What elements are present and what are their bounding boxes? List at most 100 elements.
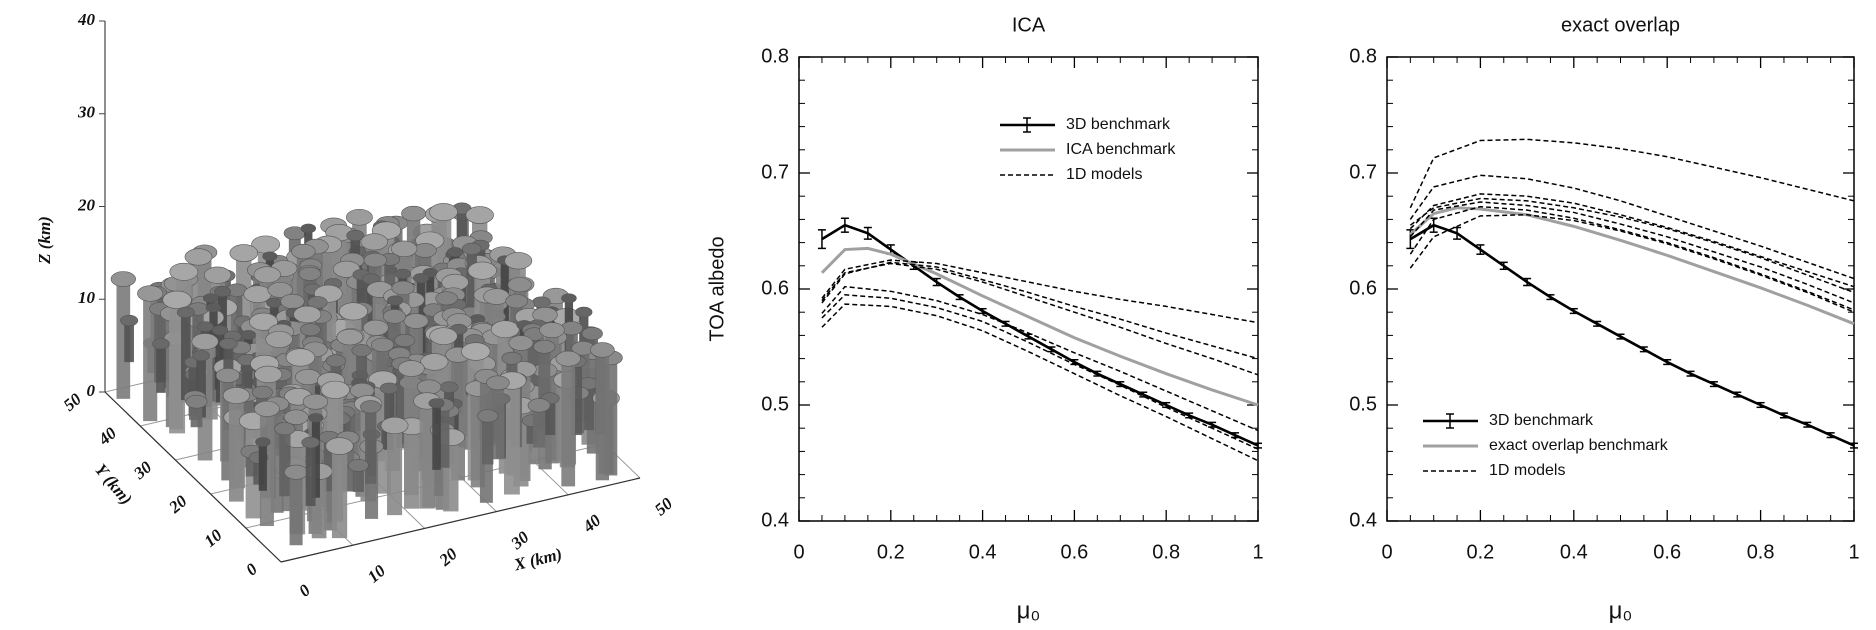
x-tick-label: 0.8 [1152, 541, 1180, 563]
cloud-top [508, 335, 534, 351]
cloud-top [254, 365, 283, 384]
cloud-column [365, 406, 377, 484]
cloud-top [447, 247, 464, 258]
cloud-top [555, 350, 581, 367]
benchmark-line [1409, 206, 1855, 326]
cloud-top [214, 286, 231, 297]
cloud-top [346, 208, 373, 226]
cloud-top [360, 400, 382, 414]
x-tick-label: 0.8 [1747, 541, 1775, 563]
cloud-top [360, 233, 388, 251]
cloud-top [249, 312, 278, 331]
model-line [1409, 193, 1855, 288]
cloud-top [203, 266, 232, 284]
cloud-column [432, 403, 441, 470]
error-bar [1826, 432, 1835, 439]
error-bar [1499, 261, 1508, 271]
cloud-column [366, 278, 376, 361]
y-tick-label: 0.4 [1349, 509, 1377, 531]
y-tick-label: 0.6 [1349, 277, 1377, 299]
cloud-top [467, 261, 497, 280]
cloud-top [379, 382, 399, 395]
cloud-top [590, 342, 615, 358]
cloud-top [439, 381, 459, 393]
cloud-top [486, 375, 510, 391]
legend-label: 3D benchmark [1066, 116, 1171, 133]
legend-label: 3D benchmark [1489, 412, 1594, 429]
cloud-column [188, 362, 199, 417]
cloud-top [192, 350, 210, 362]
cloud-top [291, 243, 316, 260]
cloud-top [351, 344, 372, 357]
model-line [1409, 138, 1855, 209]
z-tick-label: 30 [77, 103, 96, 122]
error-bar [863, 226, 872, 240]
cloud-column [352, 465, 364, 492]
cloud-top [202, 293, 219, 303]
y-tick-label: 0.8 [1349, 45, 1377, 67]
cloud-top [300, 223, 317, 234]
cloud-top [346, 229, 365, 242]
y-tick-label: 0 [242, 559, 261, 579]
cloud-column [181, 312, 191, 401]
cloud-top [219, 337, 238, 350]
legend-label: 1D models [1489, 462, 1565, 479]
x-tick-label: 1 [1848, 541, 1859, 563]
error-bar [1569, 307, 1578, 315]
cloud-top [413, 273, 429, 283]
cloud-top [394, 334, 416, 348]
cloud-top [461, 342, 491, 361]
cloud-top [465, 206, 494, 224]
cloud-top [300, 323, 321, 337]
cloud-column [305, 442, 316, 507]
error-bar [1639, 346, 1648, 353]
z-tick-label: 40 [77, 10, 96, 29]
model-line [1409, 201, 1855, 304]
cloud-top [280, 293, 305, 309]
error-bar [1546, 294, 1555, 301]
cloud-top [336, 328, 363, 346]
z-tick-label: 20 [77, 195, 96, 214]
x-tick-label: 0.4 [1560, 541, 1588, 563]
x-tick-label: 10 [364, 561, 390, 587]
cloud-column [504, 380, 520, 495]
cloud-top [215, 367, 240, 383]
cloud-column [311, 417, 320, 498]
panel-title: ICA [1012, 14, 1046, 36]
cloud-top [390, 240, 418, 257]
x-tick-label: 0.6 [1060, 541, 1088, 563]
error-bar [1803, 421, 1812, 428]
cloud-top [308, 413, 324, 423]
cloud-top [211, 325, 229, 336]
cloud-column [491, 382, 505, 460]
y-tick-label: 50 [60, 389, 86, 415]
cloud-column [190, 401, 203, 428]
cloud-top [240, 330, 257, 340]
cloud-column [532, 405, 546, 448]
cloud-field [110, 202, 623, 546]
error-bar [1686, 370, 1695, 377]
cloud-column [482, 415, 494, 465]
cloud-top [295, 368, 321, 386]
cloud-top [301, 436, 320, 449]
cloud-top [255, 437, 271, 447]
cloud-top [120, 314, 139, 327]
cloud-top [348, 459, 369, 472]
error-bar [1663, 359, 1672, 366]
cloud-top [429, 203, 458, 221]
y-tick-label: 30 [129, 457, 155, 483]
panel-title: exact overlap [1561, 14, 1680, 36]
cloud-top [581, 326, 603, 341]
x-tick-label: 0 [1381, 541, 1392, 563]
cloud-column [466, 248, 477, 337]
cloud-top [435, 291, 458, 306]
cloud-top [185, 394, 208, 409]
error-bar [1523, 277, 1532, 287]
x-tick-label: 1 [1252, 541, 1263, 563]
y-axis-label: Y (km) [91, 460, 136, 508]
cloud-top [380, 416, 409, 435]
cloud-column [571, 361, 583, 436]
error-bar [1779, 412, 1788, 419]
cloud-top [428, 398, 445, 409]
cloud-top [532, 296, 551, 309]
